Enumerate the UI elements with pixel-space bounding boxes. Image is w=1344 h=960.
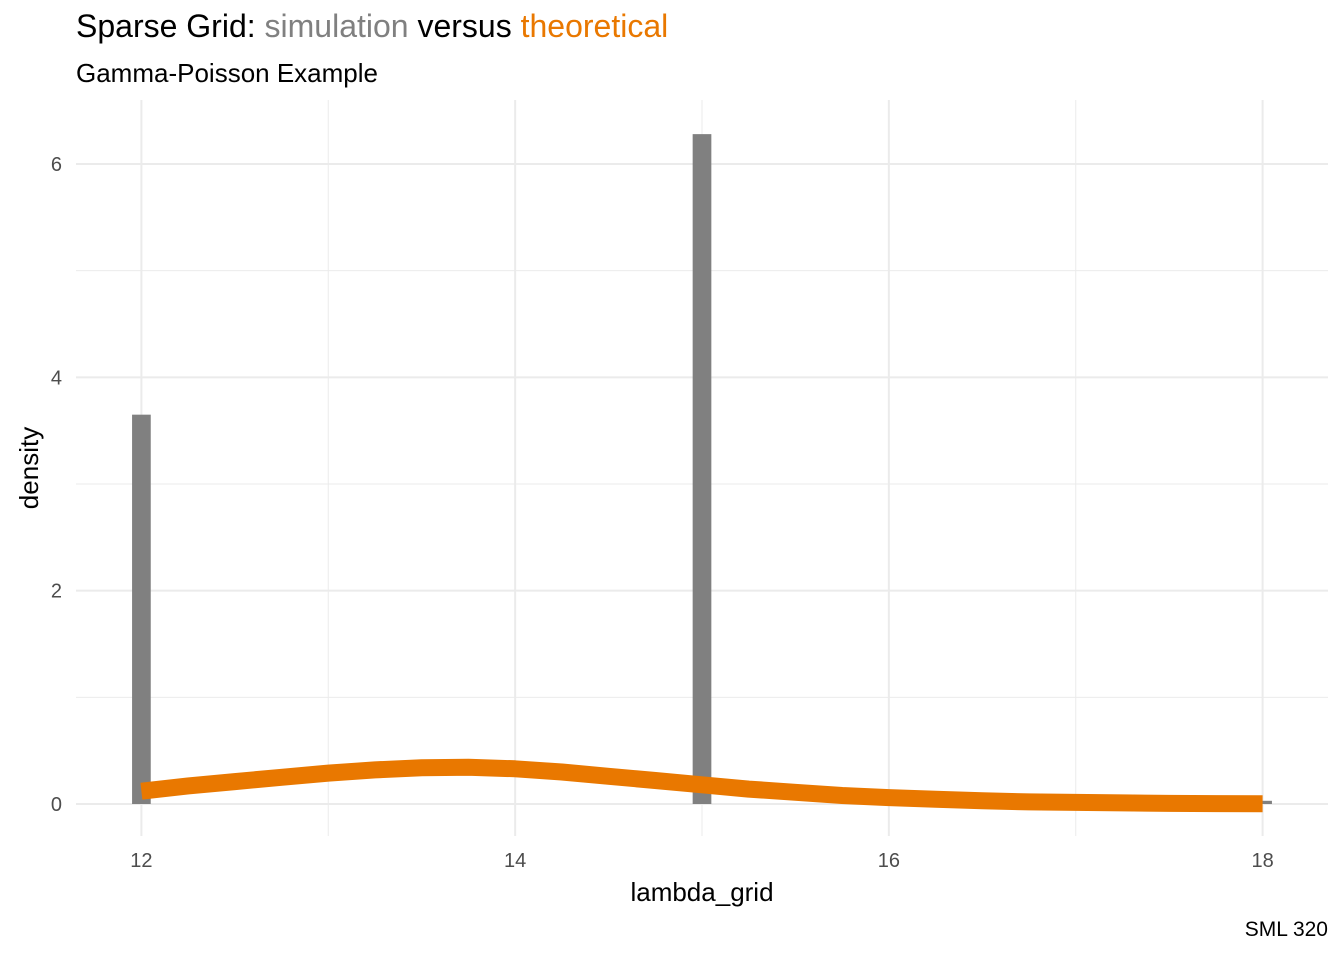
y-tick-label: 2 [51, 581, 62, 603]
title-simulation-word: simulation [264, 8, 409, 44]
x-tick-label: 12 [130, 850, 152, 872]
theoretical-density-line [140, 758, 1263, 813]
histogram-bar [692, 134, 712, 805]
y-tick-label: 0 [51, 794, 62, 816]
title-theoretical-word: theoretical [520, 8, 669, 44]
x-tick-label: 14 [504, 850, 526, 872]
line-layer [140, 758, 1263, 813]
title-prefix: Sparse Grid: [76, 8, 265, 44]
y-axis-title: density [14, 427, 44, 509]
chart-caption: SML 320 [1244, 918, 1328, 941]
title-mid: versus [408, 8, 521, 44]
chart-title: Sparse Grid: simulation versus theoretic… [76, 8, 668, 45]
chart-subtitle: Gamma-Poisson Example [76, 58, 378, 88]
y-tick-label: 4 [51, 367, 62, 389]
x-tick-label: 16 [878, 850, 900, 872]
bar-layer [132, 134, 1272, 805]
histogram-bar [132, 414, 151, 804]
x-tick-label: 18 [1251, 850, 1273, 872]
x-axis-title: lambda_grid [630, 877, 773, 907]
y-tick-label: 6 [51, 154, 62, 176]
tick-label-layer: 12 14 16 18 0 2 4 6 [51, 154, 1274, 872]
